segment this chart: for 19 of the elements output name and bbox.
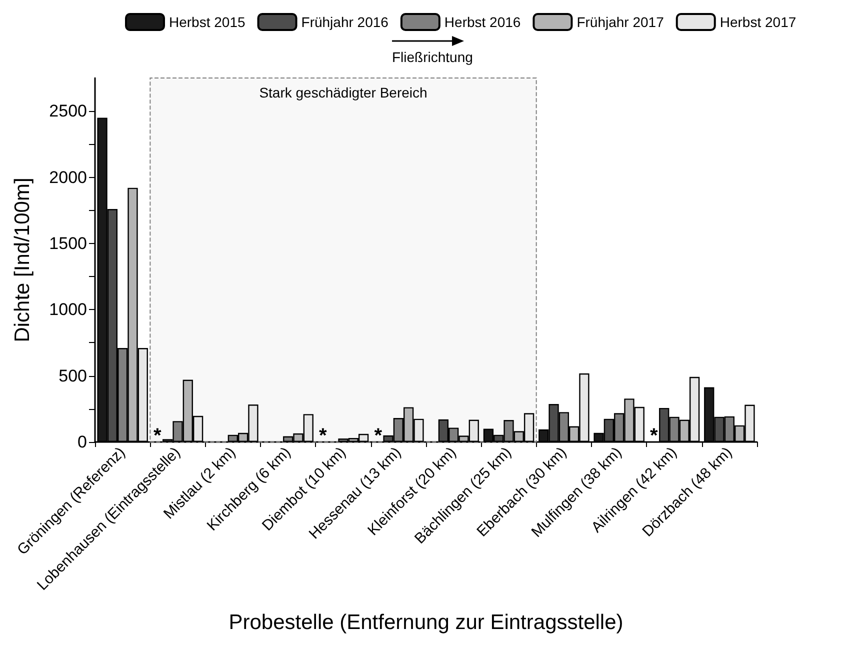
y-tick-label: 1000 <box>49 300 87 320</box>
y-tick-label: 500 <box>58 366 87 386</box>
y-axis-title: Dichte [Ind/100m] <box>11 178 34 342</box>
legend-label: Frühjahr 2016 <box>301 14 389 30</box>
x-axis-title: Probestelle (Entfernung zur Eintragsstelle) <box>228 611 624 634</box>
y-tick-label: 2000 <box>49 168 87 187</box>
annotation: * <box>154 425 162 447</box>
y-tick-label: 1500 <box>49 234 87 253</box>
legend-label: Herbst 2017 <box>720 14 796 30</box>
band-label: Stark geschädigter Bereich <box>259 84 428 100</box>
annotation: * <box>319 425 328 447</box>
legend-label: Herbst 2015 <box>169 14 246 30</box>
legend-label: Herbst 2016 <box>444 14 521 30</box>
y-tick-label: 2500 <box>49 102 87 121</box>
legend-label: Frühjahr 2017 <box>576 14 664 30</box>
annotation: * <box>374 425 382 447</box>
annotation: * <box>650 425 658 447</box>
text: Fließrichtung <box>392 49 473 65</box>
y-tick-label: 0 <box>78 432 87 452</box>
